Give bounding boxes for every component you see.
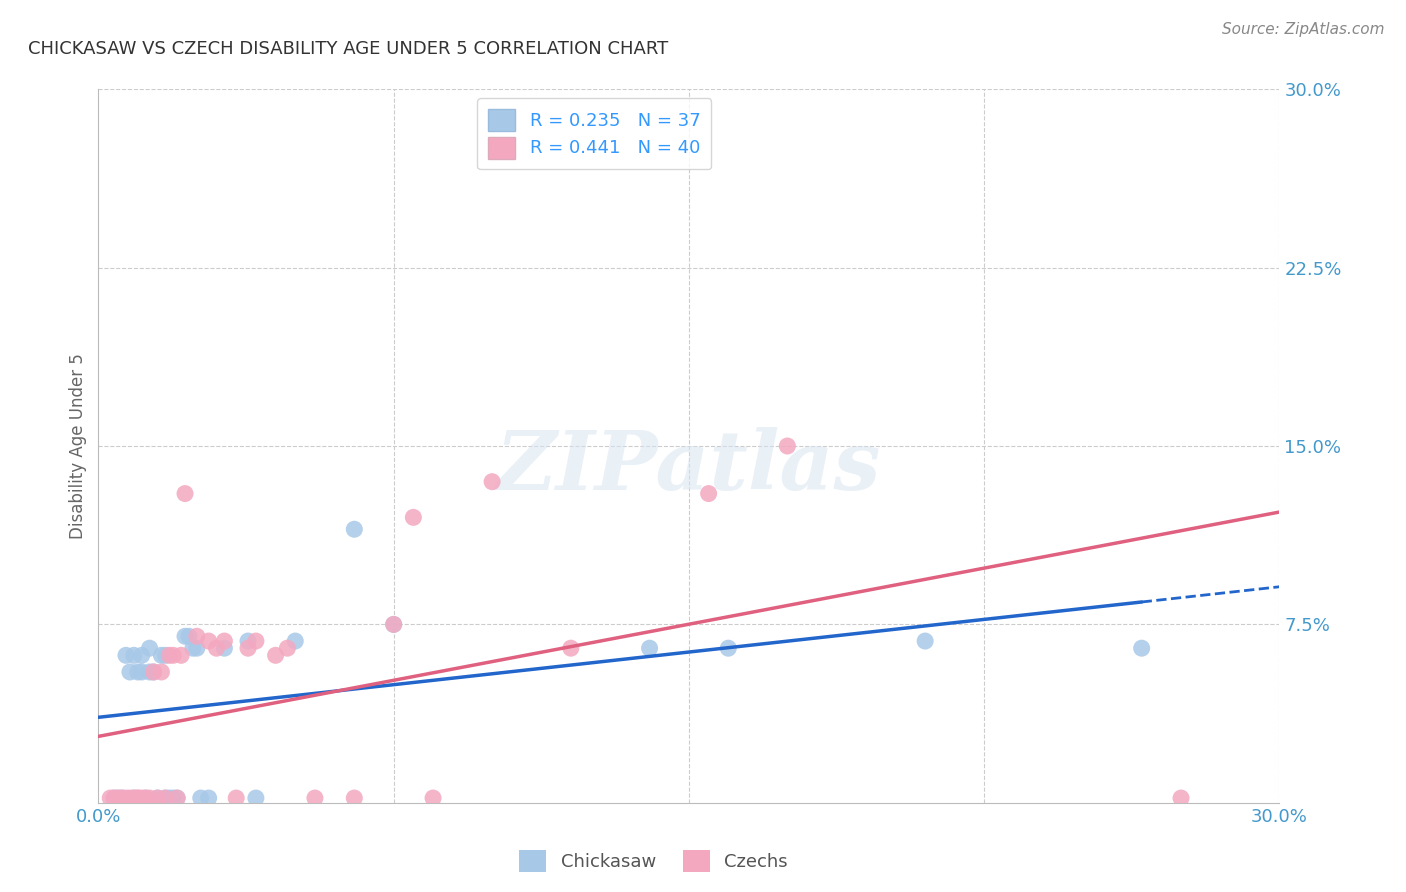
Point [214, 641, 236, 656]
Point [697, 486, 720, 500]
Point [717, 641, 740, 656]
Point [382, 617, 405, 632]
Point [174, 486, 197, 500]
Point [135, 791, 157, 805]
Point [177, 629, 200, 643]
Point [146, 791, 169, 805]
Point [115, 648, 138, 663]
Point [118, 665, 141, 679]
Point [1170, 791, 1192, 805]
Point [170, 648, 193, 663]
Point [481, 475, 503, 489]
Point [131, 665, 153, 679]
Point [107, 791, 129, 805]
Point [103, 791, 125, 805]
Point [181, 641, 204, 656]
Point [166, 791, 188, 805]
Point [150, 648, 173, 663]
Point [157, 791, 180, 805]
Y-axis label: Disability Age Under 5: Disability Age Under 5 [69, 353, 87, 539]
Point [155, 791, 177, 805]
Text: Source: ZipAtlas.com: Source: ZipAtlas.com [1222, 22, 1385, 37]
Point [138, 665, 160, 679]
Legend: Chickasaw, Czechs: Chickasaw, Czechs [512, 843, 796, 880]
Point [343, 522, 366, 536]
Point [225, 791, 247, 805]
Point [190, 791, 212, 805]
Point [118, 791, 141, 805]
Point [205, 641, 228, 656]
Point [138, 641, 160, 656]
Point [157, 648, 180, 663]
Point [422, 791, 444, 805]
Point [107, 791, 129, 805]
Text: CHICKASAW VS CZECH DISABILITY AGE UNDER 5 CORRELATION CHART: CHICKASAW VS CZECH DISABILITY AGE UNDER … [28, 40, 668, 58]
Point [131, 791, 153, 805]
Point [162, 648, 184, 663]
Point [214, 634, 236, 648]
Text: ZIPatlas: ZIPatlas [496, 427, 882, 508]
Point [111, 791, 134, 805]
Point [304, 791, 326, 805]
Point [382, 617, 405, 632]
Point [638, 641, 661, 656]
Point [150, 665, 173, 679]
Point [135, 791, 157, 805]
Point [122, 791, 145, 805]
Point [138, 791, 160, 805]
Point [197, 791, 219, 805]
Point [236, 641, 259, 656]
Point [166, 791, 188, 805]
Point [186, 641, 208, 656]
Point [402, 510, 425, 524]
Point [146, 791, 169, 805]
Point [343, 791, 366, 805]
Point [560, 641, 582, 656]
Point [127, 791, 149, 805]
Point [284, 634, 307, 648]
Point [236, 634, 259, 648]
Point [103, 791, 125, 805]
Point [122, 648, 145, 663]
Point [127, 791, 149, 805]
Point [264, 648, 287, 663]
Point [1130, 641, 1153, 656]
Point [155, 648, 177, 663]
Point [155, 791, 177, 805]
Point [276, 641, 298, 656]
Point [914, 634, 936, 648]
Point [142, 665, 165, 679]
Point [98, 791, 121, 805]
Point [245, 791, 267, 805]
Point [127, 665, 149, 679]
Point [111, 791, 134, 805]
Point [245, 634, 267, 648]
Point [115, 791, 138, 805]
Point [186, 629, 208, 643]
Point [197, 634, 219, 648]
Point [776, 439, 799, 453]
Point [122, 791, 145, 805]
Point [162, 791, 184, 805]
Point [131, 648, 153, 663]
Point [174, 629, 197, 643]
Point [142, 665, 165, 679]
